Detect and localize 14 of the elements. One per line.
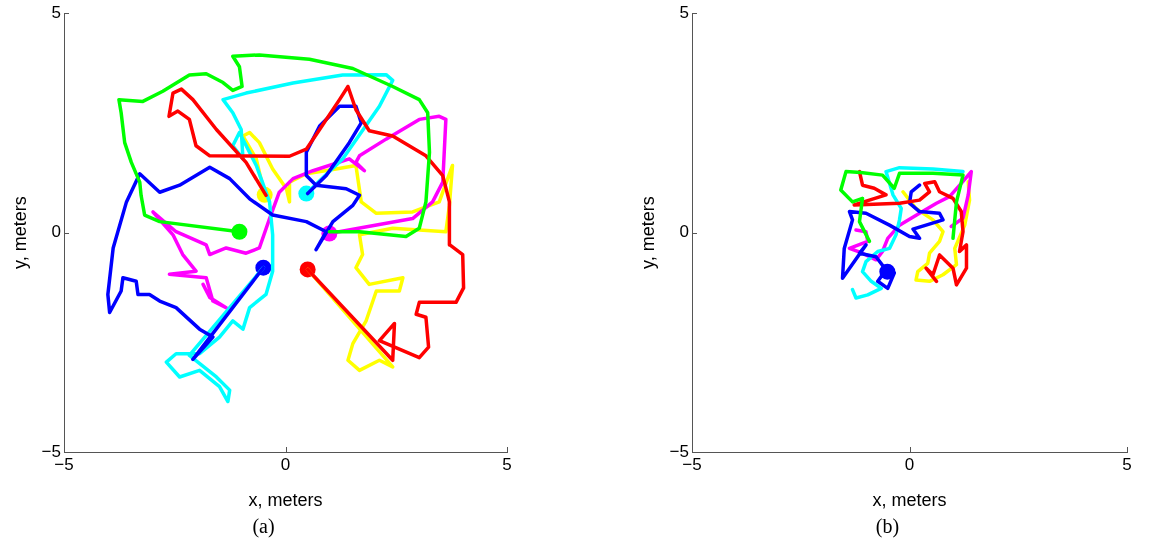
x-tick-label: 0 (904, 454, 915, 474)
x-axis-title: x, meters (872, 490, 947, 511)
x-tick-label: 5 (502, 454, 512, 474)
y-tick-label: 0 (679, 222, 689, 242)
text: (b) (874, 515, 901, 538)
y-tick-label: 5 (51, 2, 61, 22)
y-axis-title: y, meters (9, 196, 30, 269)
y-tick-label: 5 (679, 2, 689, 22)
x-axis-title: x, meters (248, 490, 323, 511)
text: (a) (251, 515, 276, 538)
y-axis-title: y, meters (637, 196, 658, 269)
x-tick-label: 0 (280, 454, 291, 474)
y-tick-label: 0 (51, 222, 61, 242)
x-tick-label: 5 (1122, 454, 1132, 474)
